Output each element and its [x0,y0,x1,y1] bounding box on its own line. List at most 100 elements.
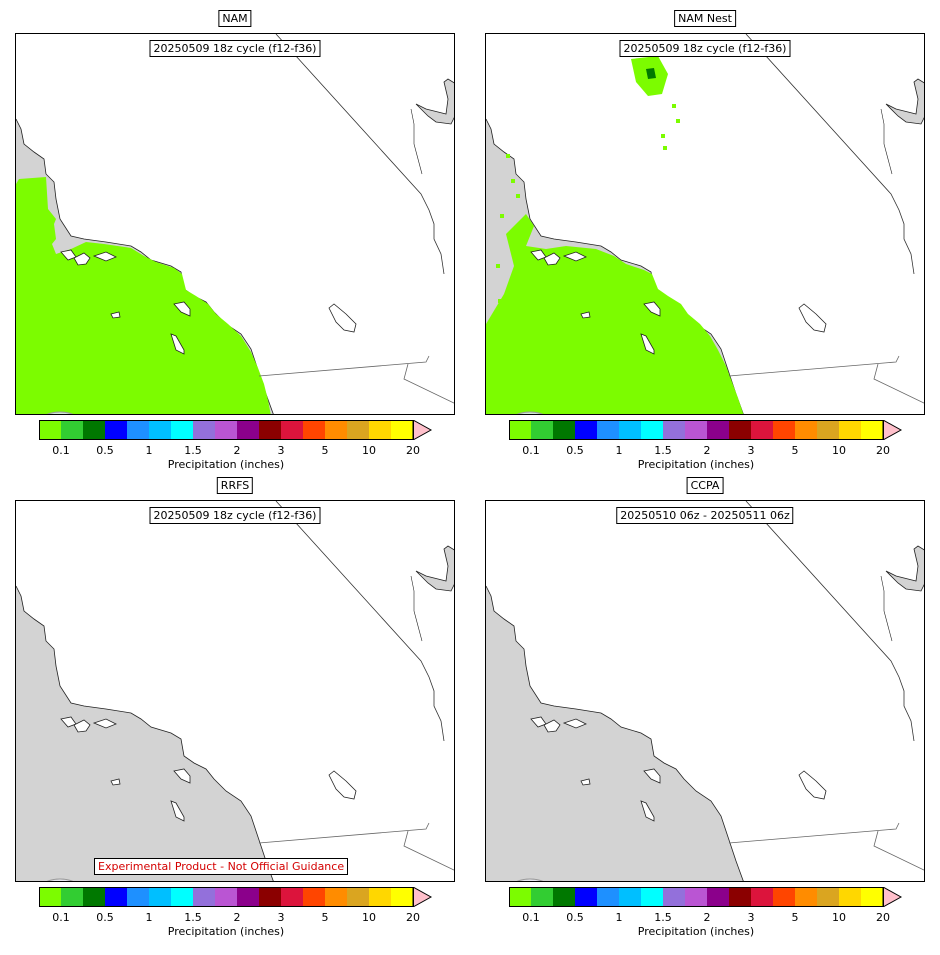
colorbar-tick-label: 2 [703,444,711,457]
country-border [258,822,430,844]
colorbar-segment [531,887,554,907]
island [173,768,191,784]
colorbar-segment [575,420,598,440]
country-border [873,363,924,404]
colorbar-segment [531,420,554,440]
colorbar-tick-label: 0.5 [566,444,584,457]
state-boundary [275,501,445,742]
island [798,770,827,800]
map-layer [486,34,924,414]
precip-speckle [500,214,504,218]
map-nam-nest: 20250509 18z cycle (f12-f36) NOAA [485,33,925,415]
colorbar-ticks: 0.1 0.5 1 1.5 2 3 5 10 20 [509,444,890,458]
coastline [16,118,274,414]
island [640,333,655,355]
island [73,252,91,266]
colorbar-segment [795,887,818,907]
colorbar-tick-label: 0.5 [566,911,584,924]
island [110,778,121,786]
colorbar-segment [553,420,576,440]
noaa-emblem: NOAA [46,878,74,881]
state-boundary [745,501,915,742]
country-border [403,830,454,871]
colorbar-segment [61,420,84,440]
colorbar-tick-label: 20 [876,444,890,457]
colorbar-segment [303,420,326,440]
colorbar-tick-label: 10 [832,444,846,457]
country-border [728,355,900,377]
noaa-emblem: NOAA [516,878,544,881]
island [562,718,587,729]
colorbar-segment [707,420,730,440]
country-border [728,822,900,844]
map-ccpa: 20250510 06z - 20250511 06z NOAA [485,500,925,882]
colorbar-segment [83,420,106,440]
colorbar-segment [237,887,260,907]
precip-speckle [516,274,520,278]
colorbar-segment [171,887,194,907]
island [73,719,91,733]
map-layer [486,501,924,881]
gulf-coast [415,545,454,592]
colorbar-segment [325,420,348,440]
colorbar-segment [553,887,576,907]
island [643,301,661,317]
colorbar-segment [105,887,128,907]
state-boundary [745,34,915,275]
coastline [410,108,423,175]
colorbar-segment [509,887,532,907]
colorbar-segment [39,420,62,440]
colorbar-segment [259,420,282,440]
colorbar-label: Precipitation (inches) [637,458,755,471]
colorbar-tick-label: 0.1 [52,444,70,457]
precip-speckle [663,146,667,150]
colorbar-segment [215,887,238,907]
colorbar-tick-label: 20 [406,911,420,924]
colorbar-segment [347,887,370,907]
colorbar-segment [83,887,106,907]
colorbar-segment [281,887,304,907]
colorbar-tick-label: 0.1 [52,911,70,924]
logo-ring [516,411,544,414]
colorbar-segment [281,420,304,440]
panel-title: NAM Nest [674,10,736,27]
coastline [880,575,893,642]
island [643,768,661,784]
colorbar-segment [149,420,172,440]
colorbar-tick-label: 2 [233,911,241,924]
island [580,778,591,786]
precip-speckle [672,104,676,108]
colorbar-segment [215,420,238,440]
colorbar-segment [509,420,532,440]
precip-area [486,214,744,414]
colorbar-segment [127,887,150,907]
colorbar-label: Precipitation (inches) [637,925,755,938]
colorbar-frame [509,420,884,440]
colorbar-segment [61,887,84,907]
colorbar-segment [817,887,840,907]
colorbar-tick-label: 1 [145,911,153,924]
colorbar-segment [259,887,282,907]
colorbar-segment [839,887,862,907]
colorbar-segment [171,420,194,440]
noaa-emblem: NOAA [516,411,544,414]
map-layer [16,501,454,881]
colorbar [509,887,903,907]
colorbar-tick-label: 0.1 [522,911,540,924]
colorbar-tick-label: 1.5 [184,444,202,457]
coastline [486,118,744,414]
colorbar-segment [751,420,774,440]
colorbar-segment [597,420,620,440]
island [640,800,655,822]
coastline [410,575,423,642]
country-border [258,355,430,377]
colorbar-segment [619,887,642,907]
country-border [403,363,454,404]
colorbar-segment [105,420,128,440]
colorbar-segment [795,420,818,440]
colorbar-segment [663,420,686,440]
colorbar-tick-label: 5 [791,444,799,457]
precip-speckle [498,299,502,303]
colorbar-segment [39,887,62,907]
colorbar-tick-label: 1.5 [654,444,672,457]
